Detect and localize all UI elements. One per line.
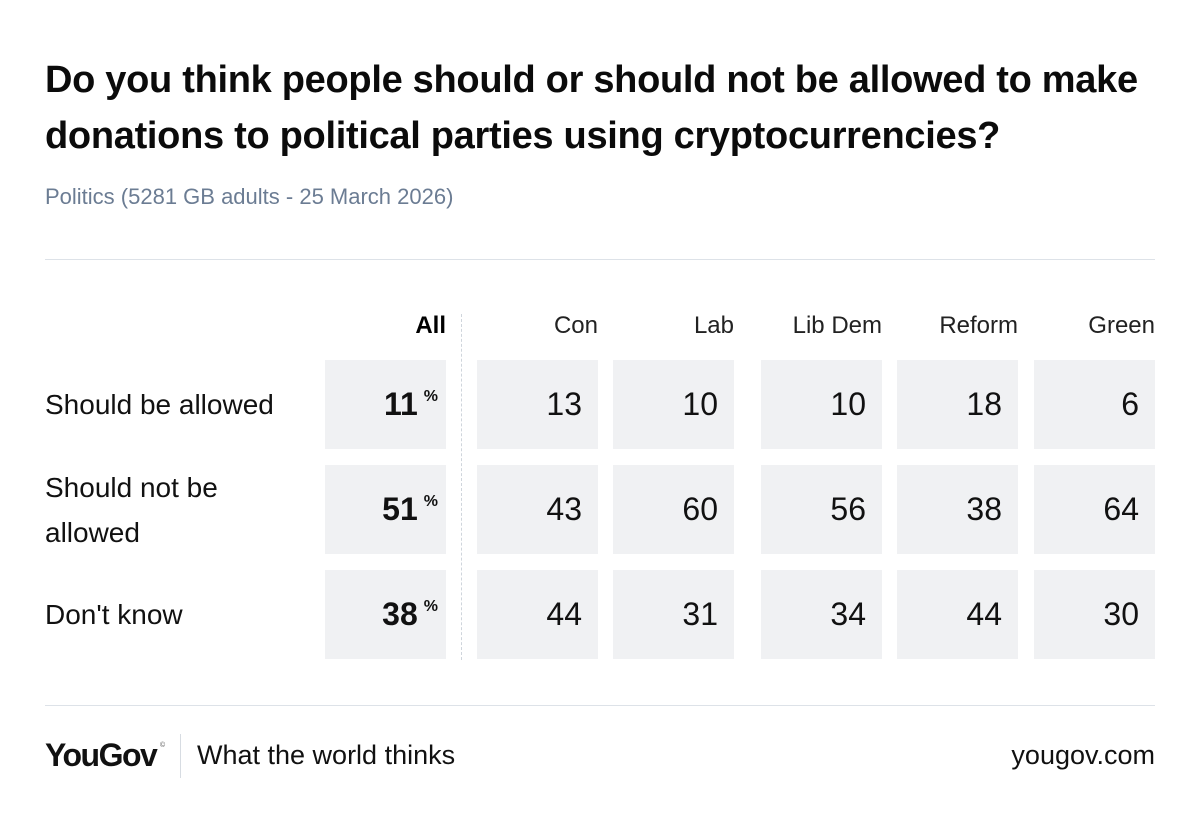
cell-value: 30 — [1103, 596, 1139, 632]
chart-subtitle: Politics (5281 GB adults - 25 March 2026… — [45, 184, 454, 209]
cell-value: 13 — [546, 386, 582, 422]
value-cell-con: 44 — [477, 570, 598, 659]
column-header-reform: Reform — [939, 312, 1018, 339]
cell-value: 51 — [382, 491, 418, 527]
column-header-lib-dem: Lib Dem — [792, 312, 882, 339]
row-label: Should be allowed — [45, 389, 274, 420]
value-cell-green: 6 — [1034, 360, 1155, 449]
cell-value: 18 — [966, 386, 1002, 422]
cell-value: 44 — [966, 596, 1002, 632]
footer-site-link[interactable]: yougov.com — [1011, 740, 1155, 770]
value-cell-con: 43 — [477, 465, 598, 554]
footer-tagline: What the world thinks — [197, 740, 456, 770]
cell-value: 64 — [1103, 491, 1139, 527]
cell-value: 10 — [682, 386, 718, 422]
cell-value: 56 — [830, 491, 866, 527]
value-cell-lib-dem: 10 — [761, 360, 882, 449]
chart-title: Do you think people should or should not… — [45, 59, 1138, 157]
bottom-divider — [45, 705, 1155, 706]
value-cell-all: 51% — [325, 465, 446, 554]
value-cell-lab: 10 — [613, 360, 734, 449]
value-cell-con: 13 — [477, 360, 598, 449]
value-cell-reform: 18 — [897, 360, 1018, 449]
percent-sign: % — [423, 387, 438, 405]
logo-trademark: © — [160, 742, 166, 749]
row-label: Should not be allowed — [45, 471, 218, 548]
percent-sign: % — [423, 492, 438, 510]
yougov-logo: YouGov — [45, 737, 158, 773]
cell-value: 43 — [546, 491, 582, 527]
cell-value: 10 — [830, 386, 866, 422]
value-cell-lib-dem: 56 — [761, 465, 882, 554]
top-divider — [45, 259, 1155, 260]
value-cell-all: 38% — [325, 570, 446, 659]
column-header-lab: Lab — [693, 312, 734, 339]
percent-sign: % — [423, 597, 438, 615]
cell-value: 6 — [1121, 386, 1139, 422]
value-cell-reform: 38 — [897, 465, 1018, 554]
cell-value: 11 — [383, 386, 418, 422]
value-cell-lab: 31 — [613, 570, 734, 659]
value-cell-reform: 44 — [897, 570, 1018, 659]
value-cell-green: 30 — [1034, 570, 1155, 659]
column-header-all: All — [415, 312, 446, 339]
footer-separator — [180, 734, 181, 778]
cell-value: 34 — [830, 596, 866, 632]
cell-value: 38 — [382, 596, 418, 632]
cell-value: 60 — [682, 491, 718, 527]
value-cell-lab: 60 — [613, 465, 734, 554]
all-column-divider — [461, 314, 462, 660]
cell-value: 38 — [966, 491, 1002, 527]
column-header-con: Con — [553, 312, 598, 339]
row-label: Don't know — [45, 599, 183, 630]
value-cell-green: 64 — [1034, 465, 1155, 554]
cell-value: 44 — [546, 596, 582, 632]
column-header-green: Green — [1088, 312, 1155, 339]
value-cell-all: 11% — [325, 360, 446, 449]
cell-value: 31 — [682, 596, 718, 632]
value-cell-lib-dem: 34 — [761, 570, 882, 659]
